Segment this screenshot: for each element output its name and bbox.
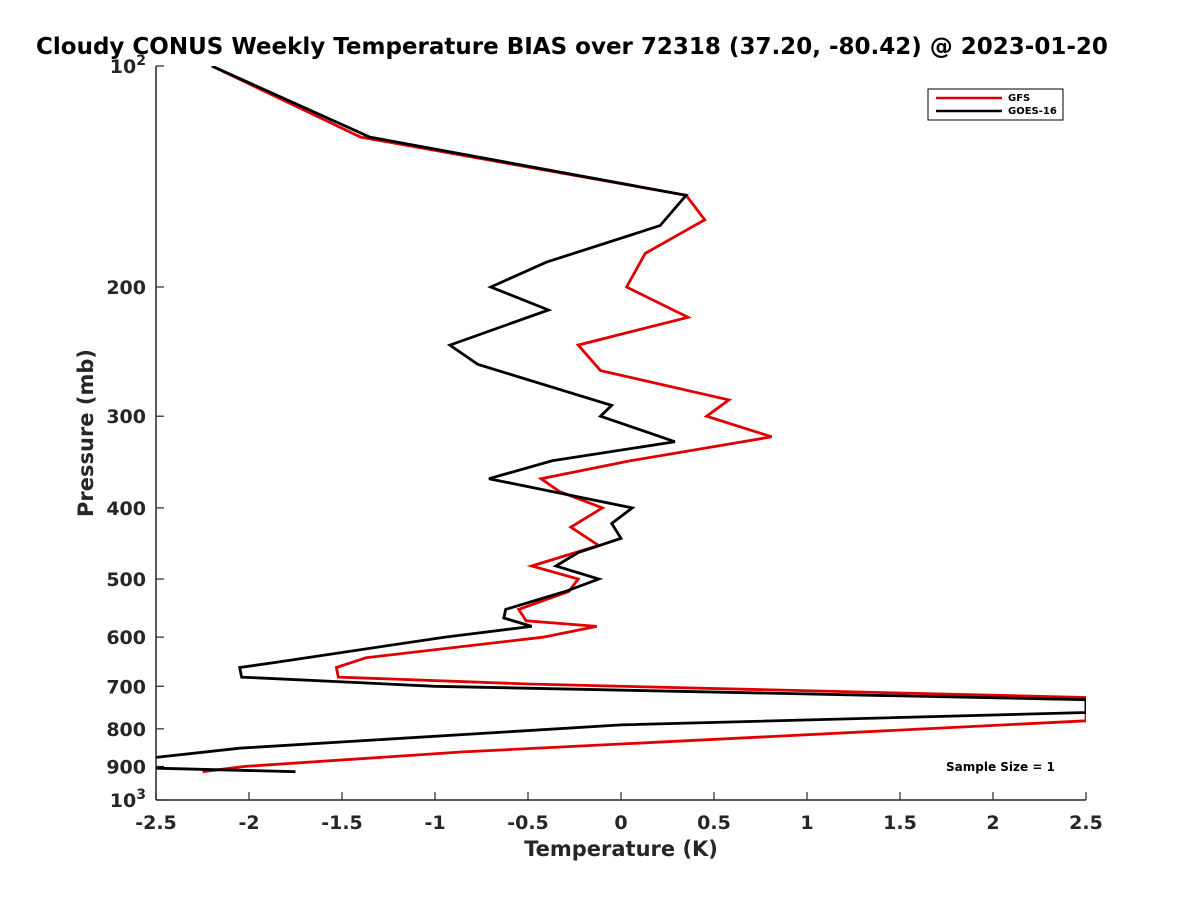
y-tick-label: 102	[110, 53, 146, 78]
x-tick-label: -0.5	[507, 812, 549, 834]
y-axis-label: Pressure (mb)	[74, 349, 98, 517]
y-tick-label: 200	[106, 277, 146, 299]
x-tick-label: 2.5	[1069, 812, 1103, 834]
x-tick-label: -1	[424, 812, 445, 834]
legend-box	[927, 88, 1064, 121]
y-tick-label: 103	[110, 787, 146, 812]
series-line-2	[156, 766, 296, 774]
sample-size-annotation: Sample Size = 1	[946, 760, 1055, 774]
x-tick-label: -1.5	[321, 812, 363, 834]
series-line-gfs	[202, 66, 1086, 774]
legend-label-gfs: GFS	[1008, 93, 1030, 104]
series-layer	[156, 66, 1086, 774]
y-tick-label: 800	[106, 719, 146, 741]
axes: -2.5 -2 -1.5 -1 -0.5 0 0.5 1 1.5 2 2.5 102 200 300 400…	[106, 53, 1103, 834]
y-tick-label: 400	[106, 498, 146, 520]
y-tick-label: 300	[106, 406, 146, 428]
x-tick-label: 0.5	[697, 812, 731, 834]
legend-label-goes16: GOES-16	[1008, 106, 1057, 117]
x-tick-label: -2.5	[135, 812, 177, 834]
y-tick-label: 700	[106, 676, 146, 698]
x-tick-label: -2	[238, 812, 259, 834]
x-axis-label: Temperature (K)	[524, 837, 718, 861]
y-tick-label: 500	[106, 569, 146, 591]
chart-title: Cloudy CONUS Weekly Temperature BIAS ove…	[36, 34, 1108, 60]
y-tick-label: 600	[106, 627, 146, 649]
x-tick-label: 1	[800, 812, 813, 834]
x-tick-label: 0	[614, 812, 627, 834]
series-line-goes-16	[156, 66, 1086, 759]
legend: GFS GOES-16	[927, 88, 1064, 121]
x-tick-label: 1.5	[883, 812, 917, 834]
x-tick-label: 2	[986, 812, 999, 834]
y-tick-label: 900	[106, 756, 146, 778]
